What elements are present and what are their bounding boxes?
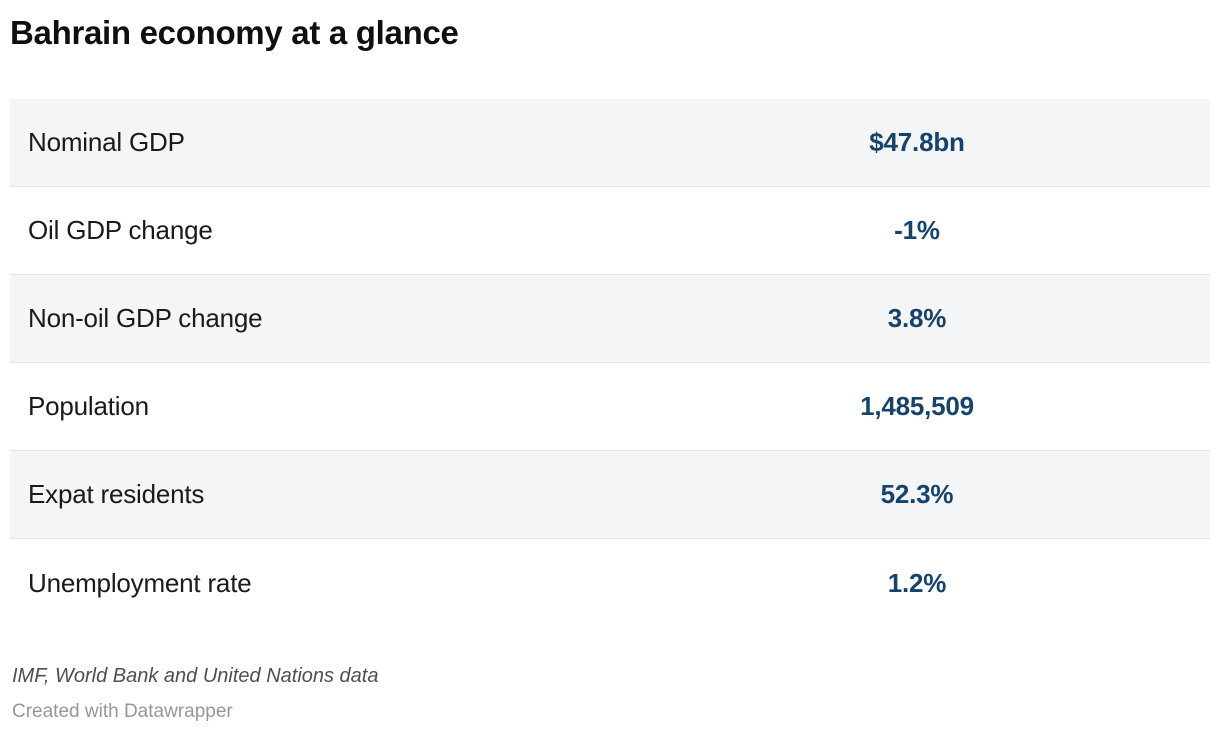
row-value: 1,485,509 xyxy=(860,391,974,421)
row-value: 52.3% xyxy=(880,479,954,509)
row-label: Unemployment rate xyxy=(28,567,252,598)
source-note: IMF, World Bank and United Nations data xyxy=(12,665,379,687)
datawrapper-attribution: Created with Datawrapper xyxy=(12,701,233,722)
row-value: 1.2% xyxy=(887,567,947,598)
table-row: Nominal GDP $47.8bn xyxy=(10,99,1210,187)
row-value: 3.8% xyxy=(887,303,947,333)
chart-title: Bahrain economy at a glance xyxy=(10,14,459,51)
row-label: Oil GDP change xyxy=(28,215,213,245)
row-value: $47.8bn xyxy=(869,127,965,157)
table-row: Oil GDP change -1% xyxy=(10,187,1210,275)
row-label: Expat residents xyxy=(28,479,205,509)
table-row: Non-oil GDP change 3.8% xyxy=(10,275,1210,363)
row-label: Population xyxy=(28,391,149,421)
row-label: Nominal GDP xyxy=(28,127,185,157)
table-row: Population 1,485,509 xyxy=(10,363,1210,451)
stats-table: Nominal GDP $47.8bn Oil GDP change -1% N… xyxy=(10,99,1210,627)
chart-footer: IMF, World Bank and United Nations data … xyxy=(10,665,1210,723)
row-value: -1% xyxy=(894,215,940,245)
table-row: Expat residents 52.3% xyxy=(10,451,1210,539)
row-label: Non-oil GDP change xyxy=(28,303,263,333)
table-row: Unemployment rate 1.2% xyxy=(10,539,1210,627)
